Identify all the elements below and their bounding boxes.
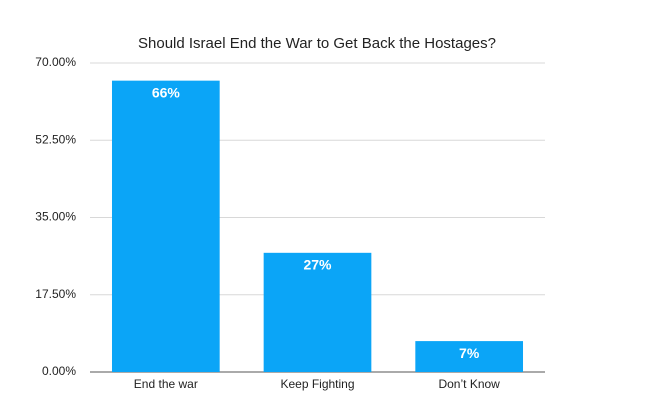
- chart-title: Should Israel End the War to Get Back th…: [138, 35, 496, 52]
- bar: [111, 80, 220, 373]
- x-tick-label: Keep Fighting: [280, 377, 354, 391]
- y-tick-label: 35.00%: [35, 210, 76, 224]
- value-label: 27%: [303, 257, 332, 273]
- x-tick-label: Don’t Know: [438, 377, 500, 391]
- value-label: 7%: [459, 345, 480, 361]
- y-tick-label: 0.00%: [42, 364, 76, 378]
- y-tick-label: 52.50%: [35, 132, 76, 146]
- bar: [263, 252, 372, 372]
- y-tick-label: 70.00%: [35, 55, 76, 69]
- x-tick-label: End the war: [134, 377, 198, 391]
- y-tick-label: 17.50%: [35, 287, 76, 301]
- value-label: 66%: [152, 84, 181, 100]
- bar: [415, 341, 524, 372]
